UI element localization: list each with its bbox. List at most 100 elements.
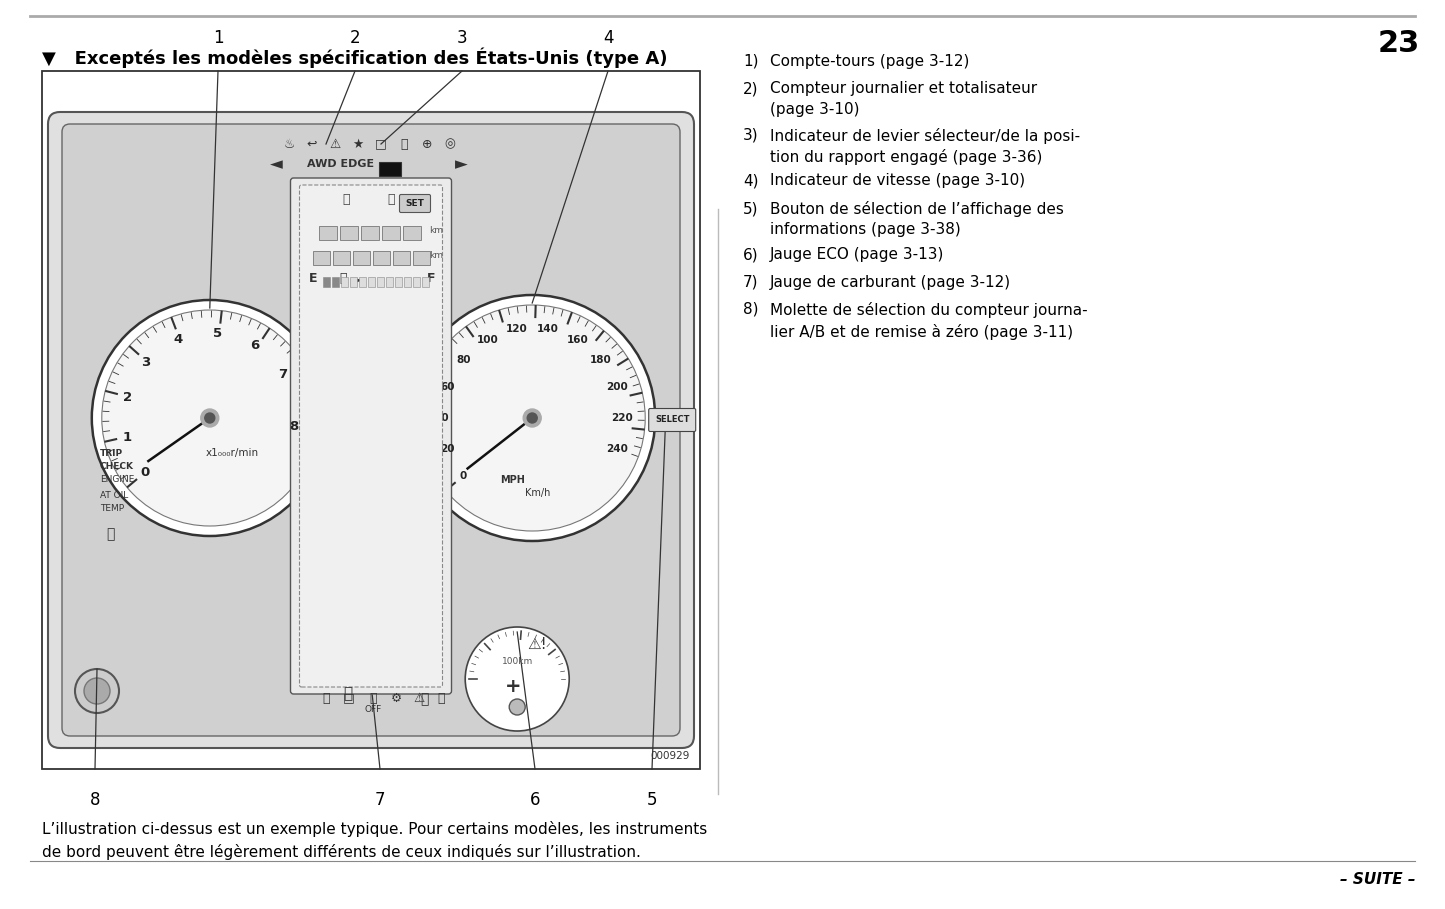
- Text: ⚠: ⚠: [413, 692, 425, 704]
- Text: ◎: ◎: [445, 137, 455, 151]
- Text: 8): 8): [743, 302, 759, 317]
- Bar: [314, 251, 329, 265]
- Text: ⊕: ⊕: [422, 137, 432, 151]
- Text: 240: 240: [605, 444, 627, 454]
- Text: 4): 4): [743, 174, 759, 188]
- Text: 7: 7: [277, 368, 288, 381]
- Text: – SUITE –: – SUITE –: [1340, 872, 1415, 887]
- Text: 7: 7: [374, 791, 386, 809]
- Text: CHECK: CHECK: [100, 462, 134, 471]
- Text: 120: 120: [506, 325, 527, 335]
- Text: ⏱: ⏱: [387, 193, 394, 206]
- Text: Jauge de carburant (page 3-12): Jauge de carburant (page 3-12): [770, 275, 1012, 289]
- Circle shape: [75, 669, 118, 713]
- Text: 3: 3: [457, 29, 467, 47]
- Text: Ⓐ: Ⓐ: [438, 692, 445, 704]
- Bar: [350, 277, 357, 287]
- Circle shape: [101, 310, 318, 526]
- Text: Molette de sélection du compteur journa-
lier A/B et de remise à zéro (page 3-11: Molette de sélection du compteur journa-…: [770, 302, 1088, 340]
- Bar: [319, 226, 337, 240]
- Text: 1): 1): [743, 54, 759, 69]
- Text: ▼   Exceptés les modèles spécification des États-Unis (type A): ▼ Exceptés les modèles spécification des…: [42, 47, 668, 67]
- Text: 0: 0: [140, 466, 149, 479]
- Circle shape: [523, 409, 542, 427]
- Circle shape: [92, 300, 328, 536]
- Text: ★: ★: [353, 137, 364, 151]
- Text: TRIP: TRIP: [100, 449, 123, 458]
- Text: AT OIL: AT OIL: [100, 491, 129, 500]
- Text: 8: 8: [289, 420, 299, 434]
- Text: Compte-tours (page 3-12): Compte-tours (page 3-12): [770, 54, 970, 69]
- Text: 2: 2: [123, 391, 131, 404]
- Text: 6): 6): [743, 247, 759, 262]
- Text: Km/h: Km/h: [525, 488, 551, 498]
- Circle shape: [409, 295, 655, 541]
- Text: 40: 40: [435, 413, 449, 423]
- Text: +: +: [504, 677, 522, 696]
- Text: 3: 3: [142, 355, 150, 369]
- Text: 6: 6: [250, 339, 260, 353]
- Text: 60: 60: [441, 382, 455, 392]
- Text: Indicateur de levier sélecteur/de la posi-
tion du rapport engagé (page 3-36): Indicateur de levier sélecteur/de la pos…: [770, 127, 1079, 165]
- FancyBboxPatch shape: [48, 112, 694, 748]
- Text: Compteur journalier et totalisateur
(page 3-10): Compteur journalier et totalisateur (pag…: [770, 82, 1038, 117]
- Circle shape: [201, 409, 218, 427]
- Text: km: km: [429, 251, 444, 260]
- Text: ◄: ◄: [270, 155, 282, 173]
- Circle shape: [419, 305, 646, 531]
- Bar: [393, 251, 410, 265]
- Text: ⛽: ⛽: [322, 692, 329, 704]
- Text: 4: 4: [603, 29, 613, 47]
- Text: 23: 23: [1377, 29, 1420, 58]
- FancyBboxPatch shape: [290, 178, 451, 694]
- Text: ENGINE: ENGINE: [100, 475, 134, 484]
- Text: 000929: 000929: [650, 751, 691, 761]
- Text: 80: 80: [457, 355, 471, 365]
- Text: 🚨: 🚨: [105, 527, 114, 541]
- Text: 5: 5: [647, 791, 657, 809]
- Text: ⏚: ⏚: [344, 686, 353, 701]
- Circle shape: [527, 413, 538, 423]
- Text: 2: 2: [350, 29, 360, 47]
- Text: SELECT: SELECT: [655, 415, 689, 425]
- Text: 100km: 100km: [501, 656, 533, 665]
- Text: ♨: ♨: [283, 137, 295, 151]
- Text: □: □: [376, 137, 387, 151]
- Bar: [332, 277, 340, 287]
- Circle shape: [465, 627, 569, 731]
- Text: 20: 20: [441, 444, 455, 454]
- Bar: [381, 226, 400, 240]
- Text: ⓘ: ⓘ: [400, 137, 407, 151]
- Bar: [361, 226, 379, 240]
- Bar: [42, 71, 699, 769]
- Text: OFF: OFF: [364, 705, 381, 714]
- Text: 0: 0: [460, 471, 467, 481]
- Text: 1: 1: [212, 29, 224, 47]
- Text: 220: 220: [611, 413, 633, 423]
- Text: km: km: [429, 226, 444, 235]
- Bar: [341, 277, 348, 287]
- Bar: [353, 251, 370, 265]
- FancyBboxPatch shape: [399, 195, 431, 213]
- Text: ⚠: ⚠: [329, 137, 341, 151]
- Bar: [413, 277, 420, 287]
- Text: Jauge ECO (page 3-13): Jauge ECO (page 3-13): [770, 247, 945, 262]
- FancyBboxPatch shape: [62, 124, 681, 736]
- Text: E: E: [309, 273, 318, 285]
- Bar: [405, 277, 410, 287]
- Circle shape: [84, 678, 110, 704]
- Text: 🔒: 🔒: [420, 692, 428, 706]
- Bar: [324, 277, 329, 287]
- FancyBboxPatch shape: [649, 408, 695, 432]
- Bar: [340, 226, 358, 240]
- Bar: [373, 251, 390, 265]
- Text: TEMP: TEMP: [100, 504, 124, 513]
- Text: ⚙: ⚙: [390, 692, 402, 704]
- Text: ↩: ↩: [306, 137, 318, 151]
- Text: ⛔: ⛔: [370, 692, 377, 704]
- Bar: [403, 226, 420, 240]
- Circle shape: [509, 699, 525, 715]
- Bar: [394, 277, 402, 287]
- Text: MPH: MPH: [500, 475, 525, 485]
- Bar: [377, 277, 384, 287]
